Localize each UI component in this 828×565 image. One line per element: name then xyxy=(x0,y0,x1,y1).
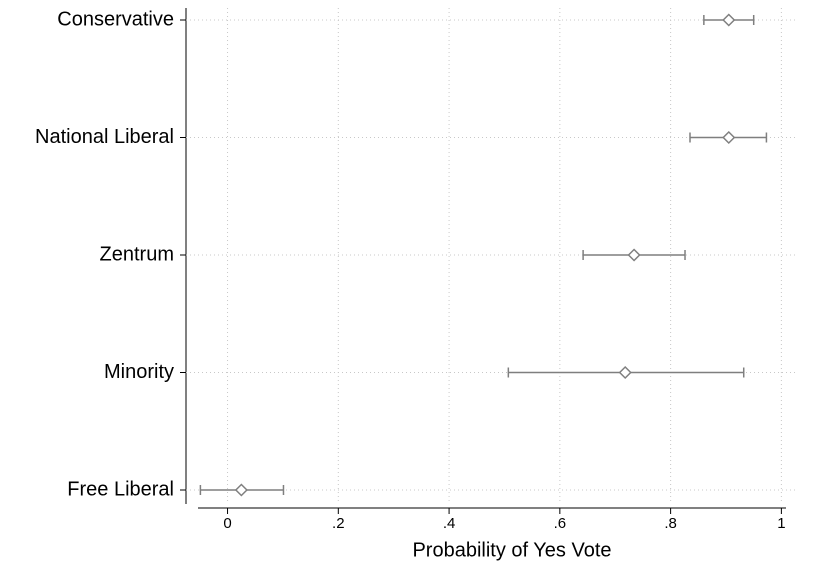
point xyxy=(618,365,632,380)
x-tick-label: 1 xyxy=(777,515,785,532)
x-tick-label: .4 xyxy=(443,515,456,532)
y-tick-label: Free Liberal xyxy=(67,478,174,500)
point xyxy=(722,130,736,145)
x-tick-label: .6 xyxy=(554,515,567,532)
x-tick-label: 0 xyxy=(223,515,231,532)
point xyxy=(627,248,641,262)
x-tick-label: .8 xyxy=(664,515,677,532)
point xyxy=(722,13,736,27)
y-tick-label: Zentrum xyxy=(100,243,174,265)
point xyxy=(234,483,248,497)
x-axis-title: Probability of Yes Vote xyxy=(412,539,611,561)
y-tick-label: National Liberal xyxy=(35,126,174,148)
x-tick-label: .2 xyxy=(332,515,345,532)
y-tick-label: Minority xyxy=(104,361,174,383)
y-tick-label: Conservative xyxy=(57,8,174,30)
